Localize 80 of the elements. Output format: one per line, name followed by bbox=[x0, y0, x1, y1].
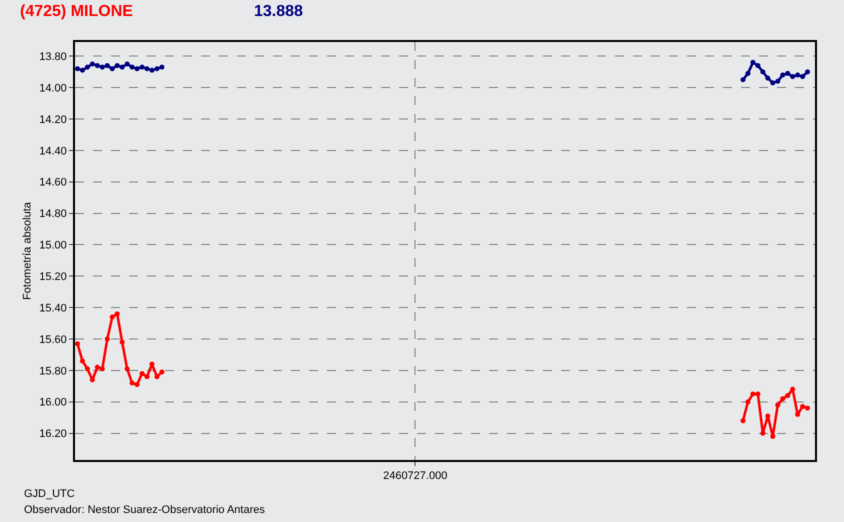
point bbox=[785, 70, 790, 76]
point bbox=[120, 64, 125, 70]
point bbox=[750, 60, 756, 65]
point bbox=[750, 392, 756, 396]
point bbox=[800, 404, 806, 410]
point bbox=[775, 78, 780, 84]
y-tick-label: 14.80 bbox=[39, 208, 67, 220]
point bbox=[114, 311, 120, 316]
point bbox=[84, 64, 90, 70]
point bbox=[140, 64, 145, 70]
point bbox=[124, 366, 130, 372]
point bbox=[760, 69, 766, 74]
point bbox=[154, 374, 160, 380]
point bbox=[745, 70, 750, 76]
y-tick-label: 15.80 bbox=[39, 365, 67, 378]
y-tick-label: 14.00 bbox=[39, 82, 67, 94]
y-tick-label: 16.20 bbox=[39, 428, 67, 440]
point bbox=[149, 68, 154, 73]
x-tick-label: 2460727.000 bbox=[383, 470, 448, 482]
point bbox=[144, 374, 150, 380]
point bbox=[775, 402, 780, 408]
y-tick-label: 14.20 bbox=[39, 114, 67, 126]
y-tick-label: 14.40 bbox=[39, 145, 67, 158]
point bbox=[745, 399, 750, 404]
point bbox=[80, 68, 85, 73]
y-tick-label: 14.60 bbox=[39, 176, 67, 189]
point bbox=[100, 64, 105, 70]
point bbox=[770, 434, 776, 439]
point bbox=[94, 364, 100, 370]
point bbox=[780, 72, 786, 78]
y-tick-label: 13.80 bbox=[39, 50, 67, 63]
point bbox=[94, 63, 100, 68]
point bbox=[104, 336, 110, 342]
point bbox=[800, 74, 806, 80]
point bbox=[130, 64, 135, 70]
chart-title: (4725) MILONE bbox=[20, 3, 134, 20]
point bbox=[785, 393, 790, 398]
point bbox=[765, 414, 770, 418]
point bbox=[140, 371, 145, 376]
point bbox=[795, 72, 800, 78]
text: Observador: Nestor Suarez-Observatorio Antares bbox=[24, 504, 266, 516]
point bbox=[755, 392, 760, 396]
point bbox=[124, 62, 130, 66]
point bbox=[805, 406, 810, 411]
y-tick-label: 15.40 bbox=[39, 302, 67, 314]
point bbox=[159, 64, 164, 70]
point bbox=[760, 430, 766, 436]
point bbox=[120, 340, 125, 345]
point bbox=[134, 66, 140, 72]
point bbox=[765, 76, 770, 81]
point bbox=[74, 341, 80, 346]
point bbox=[110, 66, 115, 72]
point bbox=[100, 366, 105, 372]
point bbox=[144, 66, 150, 72]
point bbox=[104, 63, 110, 68]
point bbox=[159, 370, 164, 374]
y-tick-label: 15.60 bbox=[39, 334, 67, 346]
point bbox=[790, 74, 796, 80]
point bbox=[740, 77, 746, 82]
point bbox=[80, 358, 85, 364]
point bbox=[110, 314, 115, 320]
point bbox=[770, 80, 776, 86]
point bbox=[134, 382, 140, 388]
chart-subtitle: 13.888 bbox=[254, 3, 304, 20]
y-tick-label: 15.20 bbox=[39, 270, 67, 283]
point bbox=[790, 386, 796, 392]
point bbox=[740, 418, 746, 424]
point bbox=[805, 69, 810, 74]
x-axis-title: GJD_UTC bbox=[24, 488, 75, 500]
point bbox=[130, 380, 135, 386]
point bbox=[90, 62, 95, 66]
point bbox=[154, 66, 160, 72]
point bbox=[74, 66, 80, 72]
y-axis-title: Fotometría absoluta bbox=[21, 201, 34, 300]
y-tick-label: 15.00 bbox=[39, 240, 67, 252]
point bbox=[780, 396, 786, 402]
point bbox=[114, 63, 120, 68]
y-tick-label: 16.00 bbox=[39, 396, 67, 409]
point bbox=[755, 63, 760, 68]
point bbox=[84, 366, 90, 372]
